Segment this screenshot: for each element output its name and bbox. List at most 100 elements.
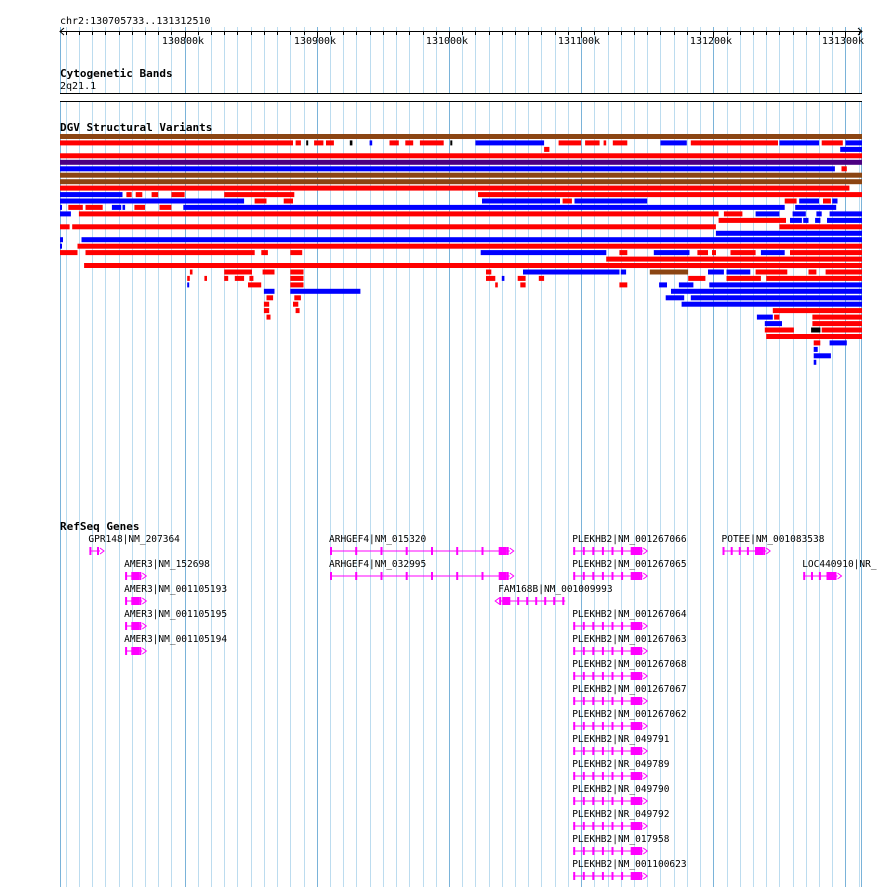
gene-exon [535,597,538,605]
sv-feature-loss [224,192,295,198]
gene-exon [601,547,604,555]
gene-label: PLEKHB2|NM_001100623 [572,859,687,870]
gene-exon [630,572,633,580]
gene-exon [630,722,633,730]
refseq-track-title: RefSeq Genes [60,520,140,533]
sv-feature-loss [266,314,271,320]
sv-feature-gain [665,295,685,301]
gene-exon [592,622,595,630]
strand-arrow-icon [642,572,649,580]
gene-exon [621,772,624,780]
gene-exon [456,572,459,580]
gene-exon [380,572,383,580]
gene-model [125,622,148,630]
ruler-tick-label: 131200k [690,36,732,47]
gene-exon [611,622,614,630]
sv-feature-loss [766,334,862,339]
sv-feature-loss [187,275,190,281]
strand-arrow-icon [642,697,649,705]
gene-exon [621,572,624,580]
gene-exon [601,872,604,880]
strand-arrow-icon [642,547,649,555]
sv-feature-loss [790,250,862,256]
gene-label: PLEKHB2|NM_001267067 [572,684,687,695]
strand-arrow-icon [99,547,105,555]
gene-exon [611,672,614,680]
sv-feature-other [450,140,453,146]
gene-exon [573,822,576,830]
gene-label: GPR148|NM_207364 [88,534,180,545]
strand-arrow-icon [509,547,515,555]
gene-exon [431,547,433,555]
gene-exon [611,872,614,880]
sv-feature-gain [845,140,862,146]
gene-exon [573,647,576,655]
sv-feature-loss [712,250,716,256]
sv-feature-loss [808,269,817,275]
strand-arrow-icon [642,622,649,630]
gene-exon [582,697,585,705]
gene-exon [640,622,643,630]
gene-utr-block [502,597,511,605]
sv-feature-loss [612,140,628,146]
sv-feature-loss [224,269,252,275]
sv-feature-loss [159,204,172,210]
position-ruler[interactable]: 130800k 130900k 131000k 131100k 131200k 13130… [0,26,890,56]
sv-feature-loss [85,204,103,210]
sv-feature-loss [290,275,304,281]
ruler-tick-label: 130900k [294,36,336,47]
gene-utr-block [632,572,641,580]
cytoband-band[interactable] [60,93,862,102]
strand-arrow-icon [509,572,515,580]
gene-exon [573,722,576,730]
gene-utr-block [826,572,835,580]
gene-exon [592,697,595,705]
sv-feature-loss [293,301,299,307]
gene-model [573,747,649,755]
gene-model [125,597,148,605]
gene-exon [621,872,624,880]
gene-exon [125,572,128,580]
gene-label: PLEKHB2|NR_049790 [572,784,670,795]
sv-feature-gain [369,140,373,146]
gene-exon [611,572,614,580]
gene-exon [544,597,547,605]
gene-utr-block [632,797,641,805]
gene-utr-block [131,597,140,605]
sv-feature-loss [204,275,207,281]
sv-feature-gain [60,198,245,204]
sv-feature-gain [620,269,627,275]
dgv-track-title: DGV Structural Variants [60,121,213,134]
gene-exon [573,847,576,855]
sv-feature-gain [671,288,862,294]
sv-feature-loss [151,192,159,198]
sv-feature-loss [812,314,862,320]
gene-exon [763,547,766,555]
gene-exon [562,597,565,605]
gene-exon [640,547,643,555]
sv-feature-loss [718,217,786,223]
sv-feature-loss [78,211,719,217]
sv-feature-loss [254,198,267,204]
sv-feature-loss [224,275,229,281]
gene-exon [582,747,585,755]
gene-model [573,822,649,830]
sv-feature-loss [772,308,862,314]
gene-label: PLEKHB2|NM_001267063 [572,634,687,645]
gene-model [573,722,649,730]
sv-feature-gain [482,198,560,204]
sv-feature-loss [585,140,600,146]
gene-exon [592,672,595,680]
sv-feature-gain [60,166,835,172]
gene-exon [601,847,604,855]
sv-feature-loss [764,327,794,333]
gene-model [573,872,649,880]
gene-exon [526,597,529,605]
gene-exon [630,647,633,655]
gene-utr-block [632,647,641,655]
gene-label: LOC440910|NR_ [802,559,877,570]
sv-feature-loss [294,295,301,301]
strand-arrow-icon [142,622,148,630]
